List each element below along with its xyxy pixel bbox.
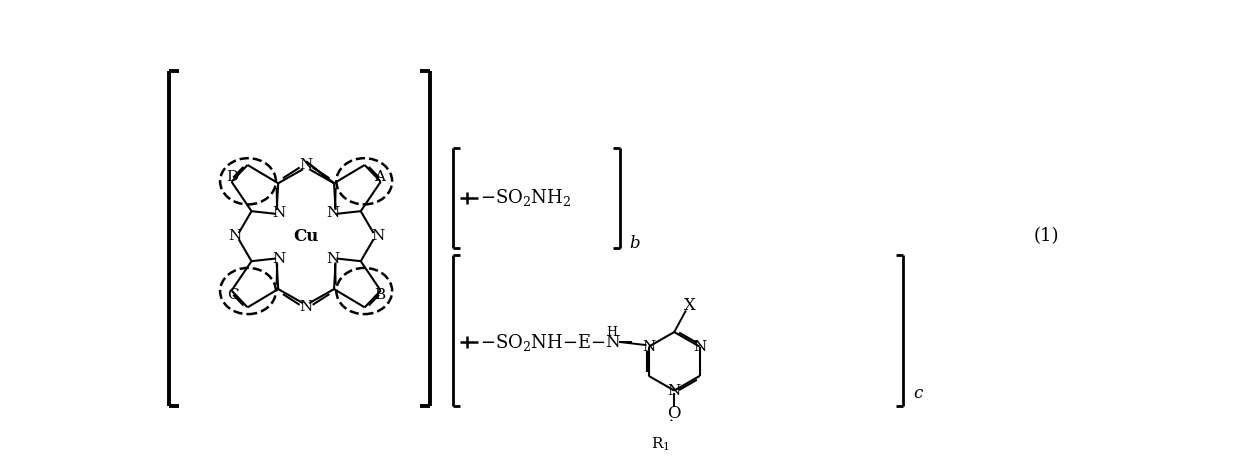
Text: A: A: [374, 170, 386, 184]
Text: O: O: [667, 405, 681, 422]
Text: N: N: [326, 252, 340, 266]
Text: b: b: [629, 235, 640, 252]
Text: N: N: [693, 340, 707, 354]
Text: N: N: [273, 206, 285, 220]
Text: N: N: [667, 384, 681, 397]
Text: $\mathregular{R_1}$: $\mathregular{R_1}$: [651, 435, 670, 453]
Text: N: N: [605, 333, 620, 350]
Text: N: N: [300, 158, 312, 172]
Text: N: N: [300, 300, 312, 314]
Text: C: C: [227, 288, 238, 302]
Text: N: N: [371, 229, 384, 243]
Text: N: N: [326, 206, 340, 220]
Text: N: N: [273, 252, 285, 266]
Text: D: D: [227, 170, 238, 184]
Text: c: c: [913, 385, 923, 402]
Text: N: N: [642, 340, 656, 354]
Text: B: B: [374, 288, 386, 302]
Text: Cu: Cu: [294, 228, 319, 245]
Text: N: N: [228, 229, 242, 243]
Text: H: H: [606, 326, 618, 339]
Text: $-\mathregular{SO_2NH{-}E{-}}$: $-\mathregular{SO_2NH{-}E{-}}$: [481, 332, 606, 352]
Text: (1): (1): [1033, 227, 1059, 245]
Text: X: X: [683, 297, 696, 314]
Text: $-\mathregular{SO_2NH_2}$: $-\mathregular{SO_2NH_2}$: [481, 187, 572, 208]
